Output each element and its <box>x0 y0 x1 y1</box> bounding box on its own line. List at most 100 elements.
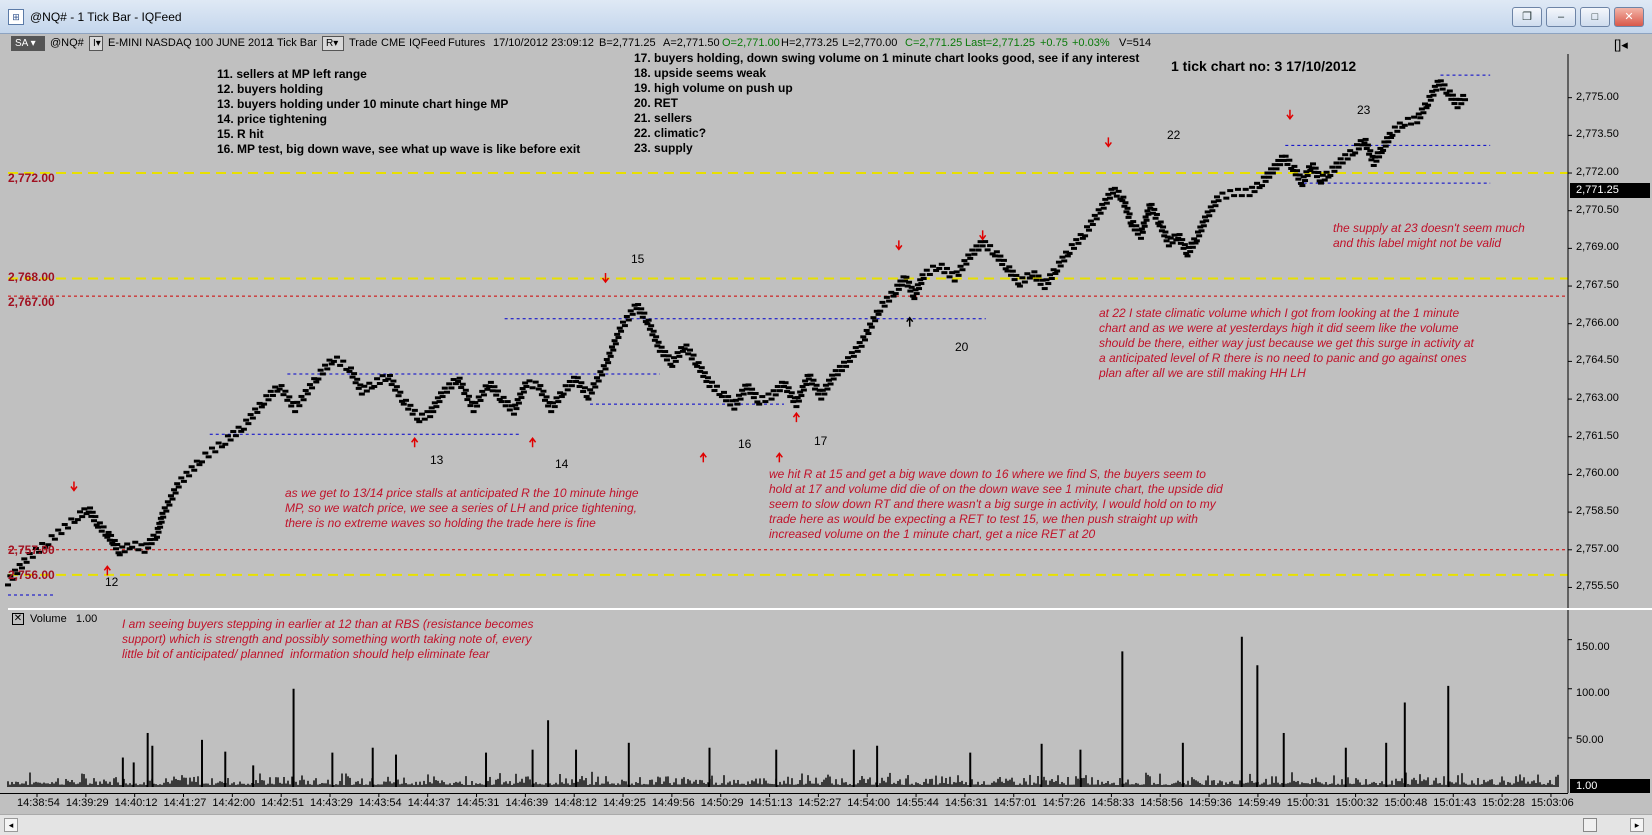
price-tick <box>1449 93 1456 97</box>
price-tick <box>407 403 414 407</box>
price-tick <box>785 386 792 390</box>
price-tick <box>625 318 632 322</box>
price-tick <box>45 543 52 547</box>
price-tick <box>467 404 474 408</box>
price-tick <box>1425 103 1432 107</box>
price-tick <box>546 401 553 405</box>
minimize-icon[interactable]: – <box>1546 7 1576 27</box>
arrow-up-icon <box>411 437 419 443</box>
price-tick <box>1196 234 1203 238</box>
price-tick <box>526 379 533 383</box>
price-tick <box>1110 191 1117 195</box>
price-tick <box>1453 97 1460 101</box>
restore-icon[interactable]: ❐ <box>1512 7 1542 27</box>
scroll-left-icon[interactable]: ◂ <box>4 818 18 832</box>
scroll-thumb[interactable] <box>1583 818 1597 832</box>
price-tick <box>852 346 859 350</box>
price-tick <box>1359 143 1366 147</box>
price-tick <box>678 346 685 350</box>
maximize-icon[interactable]: □ <box>1580 7 1610 27</box>
price-tick <box>1100 206 1107 210</box>
price-tick <box>1271 163 1278 167</box>
r-label: R <box>326 38 334 49</box>
price-tick <box>1148 202 1155 206</box>
price-tick <box>1192 241 1199 245</box>
panel-toggle-icon[interactable]: []◂ <box>1614 37 1628 52</box>
price-tick <box>580 390 587 394</box>
chart-window-icon[interactable]: ⊞ <box>8 9 24 25</box>
price-tick <box>286 395 293 399</box>
price-tick <box>938 262 945 266</box>
price-tick <box>284 398 291 402</box>
price-tick <box>1008 273 1015 277</box>
chart-title: 1 tick chart no: 3 17/10/2012 <box>1171 58 1357 74</box>
arrow-up-icon <box>528 437 537 443</box>
price-tick <box>815 392 822 396</box>
price-tick <box>232 434 239 438</box>
price-tick <box>315 377 322 381</box>
price-tick <box>856 341 863 345</box>
interval-dropdown-icon[interactable]: I▾ <box>89 36 103 51</box>
price-axis-tick: 2,760.00 <box>1576 467 1619 480</box>
bid-label: B=2,771.25 <box>599 37 656 49</box>
price-tick <box>1117 197 1124 201</box>
close-panel-icon[interactable]: ✕ <box>12 613 24 626</box>
price-tick <box>1223 196 1230 200</box>
price-tick <box>557 391 564 395</box>
price-tick <box>477 398 484 402</box>
price-tick <box>1113 194 1120 198</box>
price-tick <box>469 400 476 404</box>
price-tick <box>762 400 769 404</box>
price-tick <box>694 364 701 368</box>
price-tick <box>1368 158 1375 162</box>
price-tick <box>1164 235 1171 239</box>
price-tick <box>1451 102 1458 106</box>
close-icon[interactable]: ✕ <box>1614 7 1644 27</box>
price-tick <box>240 427 247 431</box>
notes-right: 17. buyers holding, down swing volume on… <box>634 51 1140 155</box>
price-tick <box>848 351 855 355</box>
level-label: 2,757.00 <box>8 543 55 557</box>
price-tick <box>1050 268 1057 272</box>
price-tick <box>512 403 519 407</box>
time-axis-tick: 15:00:32 <box>1335 797 1379 809</box>
price-tick <box>506 408 513 412</box>
price-axis-tick: 2,764.50 <box>1576 354 1619 367</box>
price-tick <box>946 275 953 279</box>
price-tick <box>1292 173 1299 177</box>
time-axis-tick: 14:44:37 <box>407 797 451 809</box>
price-tick <box>330 359 337 363</box>
symbol-label[interactable]: @NQ# <box>50 37 84 49</box>
price-tick <box>795 399 802 403</box>
price-tick <box>949 271 956 275</box>
price-tick <box>612 342 619 346</box>
volume-title: Volume <box>30 613 67 625</box>
price-tick <box>376 381 383 385</box>
price-tick <box>1212 204 1219 208</box>
price-tick <box>794 396 801 400</box>
price-tick <box>439 395 446 399</box>
arrow-up-icon <box>103 565 111 571</box>
price-tick <box>1268 167 1275 171</box>
price-tick <box>720 390 727 394</box>
price-tick <box>1294 169 1301 173</box>
price-axis-tick: 2,755.50 <box>1576 580 1619 593</box>
price-tick <box>916 287 923 291</box>
price-tick <box>608 345 615 349</box>
price-tick <box>414 417 421 421</box>
price-tick <box>1089 223 1096 227</box>
price-tick <box>148 542 155 546</box>
price-tick <box>671 356 678 360</box>
r-button[interactable]: R▾ <box>322 36 344 51</box>
sa-dropdown[interactable]: SA ▾ <box>11 36 45 51</box>
price-tick <box>39 541 46 545</box>
price-tick <box>1041 287 1048 291</box>
price-tick <box>1329 165 1336 169</box>
horizontal-scrollbar[interactable]: ◂ ▸ <box>0 814 1652 835</box>
price-tick <box>989 252 996 256</box>
price-tick <box>1443 91 1450 95</box>
scroll-right-icon[interactable]: ▸ <box>1630 818 1644 832</box>
price-tick <box>918 282 925 286</box>
panel-separator[interactable] <box>8 608 1652 610</box>
